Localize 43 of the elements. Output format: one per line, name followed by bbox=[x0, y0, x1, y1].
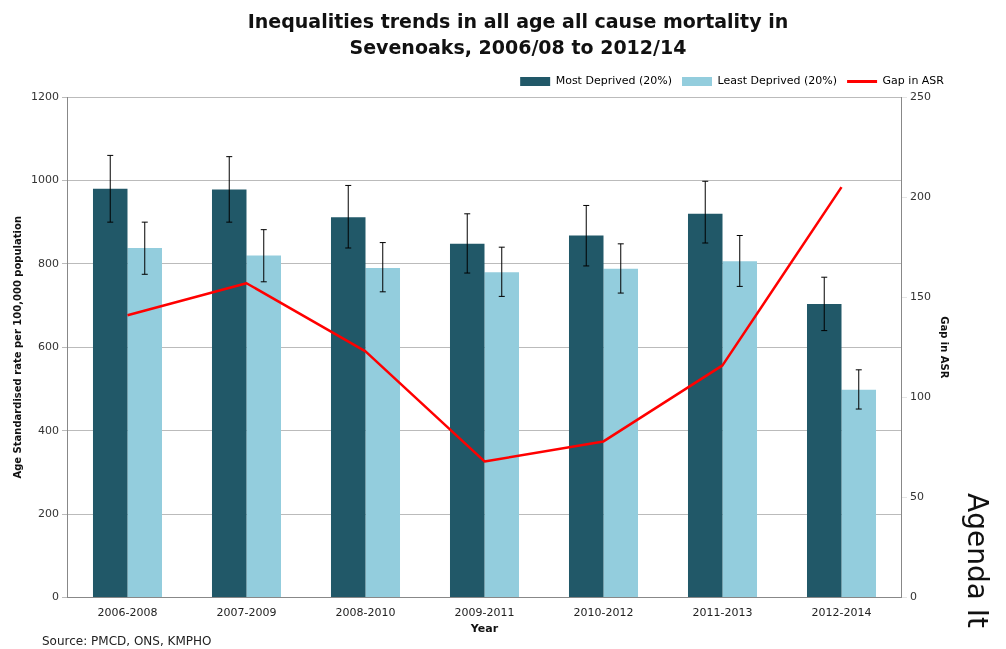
x-tick-label: 2009-2011 bbox=[454, 606, 515, 620]
y-tick-label: 600 bbox=[37, 340, 59, 354]
bar bbox=[568, 235, 604, 598]
bar bbox=[806, 303, 842, 598]
y-tick-label: 0 bbox=[51, 590, 59, 604]
bar bbox=[722, 261, 758, 598]
bar bbox=[127, 248, 163, 598]
y2-tick-label: 150 bbox=[910, 290, 931, 304]
bar bbox=[603, 268, 639, 598]
x-axis-title: Year bbox=[469, 622, 499, 636]
x-tick-label: 2012-2014 bbox=[811, 606, 872, 620]
bar bbox=[687, 213, 723, 598]
bar bbox=[484, 272, 520, 598]
bar bbox=[841, 389, 877, 598]
y2-tick-label: 100 bbox=[910, 390, 931, 404]
y2-tick-label: 250 bbox=[910, 89, 931, 103]
x-tick-label: 2010-2012 bbox=[573, 606, 634, 620]
legend-label: Gap in ASR bbox=[882, 74, 945, 88]
chart-title: Inequalities trends in all age all cause mortality in Sevenoaks, 2006/08 to 2012/14 bbox=[246, 9, 790, 60]
x-tick-label: 2007-2009 bbox=[216, 606, 277, 620]
y-tick-label: 800 bbox=[37, 256, 59, 270]
y-tick-label: 1000 bbox=[30, 173, 59, 187]
y-axis-title: Age Standardised rate per 100,000 population bbox=[11, 216, 23, 479]
y2-tick-label: 50 bbox=[910, 490, 924, 504]
bar bbox=[246, 255, 282, 598]
y2-tick-label: 200 bbox=[910, 189, 931, 203]
x-tick-label: 2008-2010 bbox=[335, 606, 396, 620]
x-tick-label: 2006-2008 bbox=[97, 606, 158, 620]
bar bbox=[92, 188, 128, 598]
source-note: Source: PMCD, ONS, KMPHO bbox=[42, 634, 212, 648]
y2-tick-label: 0 bbox=[910, 590, 917, 604]
y-tick-label: 1200 bbox=[30, 89, 59, 103]
y-tick-label: 400 bbox=[37, 423, 59, 437]
bar bbox=[330, 217, 366, 598]
y-tick-label: 200 bbox=[37, 507, 59, 521]
bar bbox=[211, 189, 247, 598]
bar bbox=[449, 243, 485, 598]
legend-label: Least Deprived (20%) bbox=[717, 74, 838, 88]
text: Agenda It bbox=[961, 493, 994, 628]
bar bbox=[365, 268, 401, 598]
y2-axis-title: Gap in ASR bbox=[939, 316, 951, 379]
legend-label: Most Deprived (20%) bbox=[555, 74, 673, 88]
x-tick-label: 2011-2013 bbox=[692, 606, 753, 620]
